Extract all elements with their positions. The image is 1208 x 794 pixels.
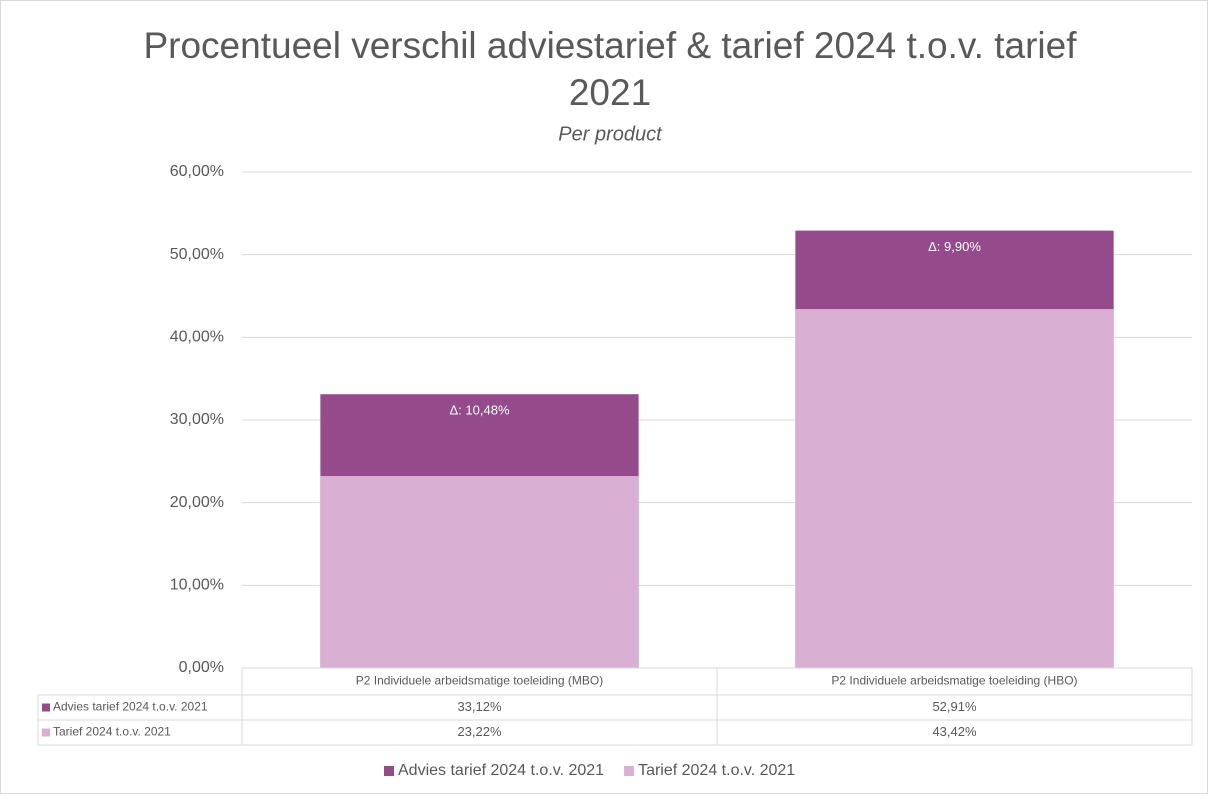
annotation: Δ: 10,48% <box>450 403 510 418</box>
chart-title: 2021 <box>569 72 651 113</box>
table-cell: 33,12% <box>457 699 502 714</box>
table-cell: 52,91% <box>932 699 977 714</box>
y-tick-label: 40,00% <box>170 329 224 346</box>
y-tick-label: 0,00% <box>179 659 224 676</box>
y-tick-label: 50,00% <box>170 246 224 263</box>
chart-subtitle: Per product <box>558 123 663 145</box>
table-cell: 43,42% <box>932 724 977 739</box>
x-tick-label: P2 Individuele arbeidsmatige toeleiding … <box>831 674 1077 688</box>
table-legend-key <box>42 703 50 712</box>
y-tick-label: 20,00% <box>170 494 224 511</box>
legend-label: Tarief 2024 t.o.v. 2021 <box>638 762 795 779</box>
bar <box>795 309 1114 668</box>
table-legend-key <box>42 728 50 737</box>
y-tick-label: 10,00% <box>170 577 224 594</box>
legend-label: Advies tarief 2024 t.o.v. 2021 <box>398 762 604 779</box>
table-row-label: Advies tarief 2024 t.o.v. 2021 <box>53 700 208 714</box>
x-tick-label: P2 Individuele arbeidsmatige toeleiding … <box>356 674 603 688</box>
table-row-label: Tarief 2024 t.o.v. 2021 <box>53 725 171 739</box>
table-cell: 23,22% <box>457 724 502 739</box>
legend-key <box>624 766 635 776</box>
y-tick-label: 30,00% <box>170 411 224 428</box>
annotation: Δ: 9,90% <box>928 239 981 254</box>
chart-title: Procentueel verschil adviestarief & tari… <box>143 25 1077 66</box>
bar <box>320 476 639 668</box>
y-tick-label: 60,00% <box>170 163 224 180</box>
legend-key <box>384 766 394 776</box>
